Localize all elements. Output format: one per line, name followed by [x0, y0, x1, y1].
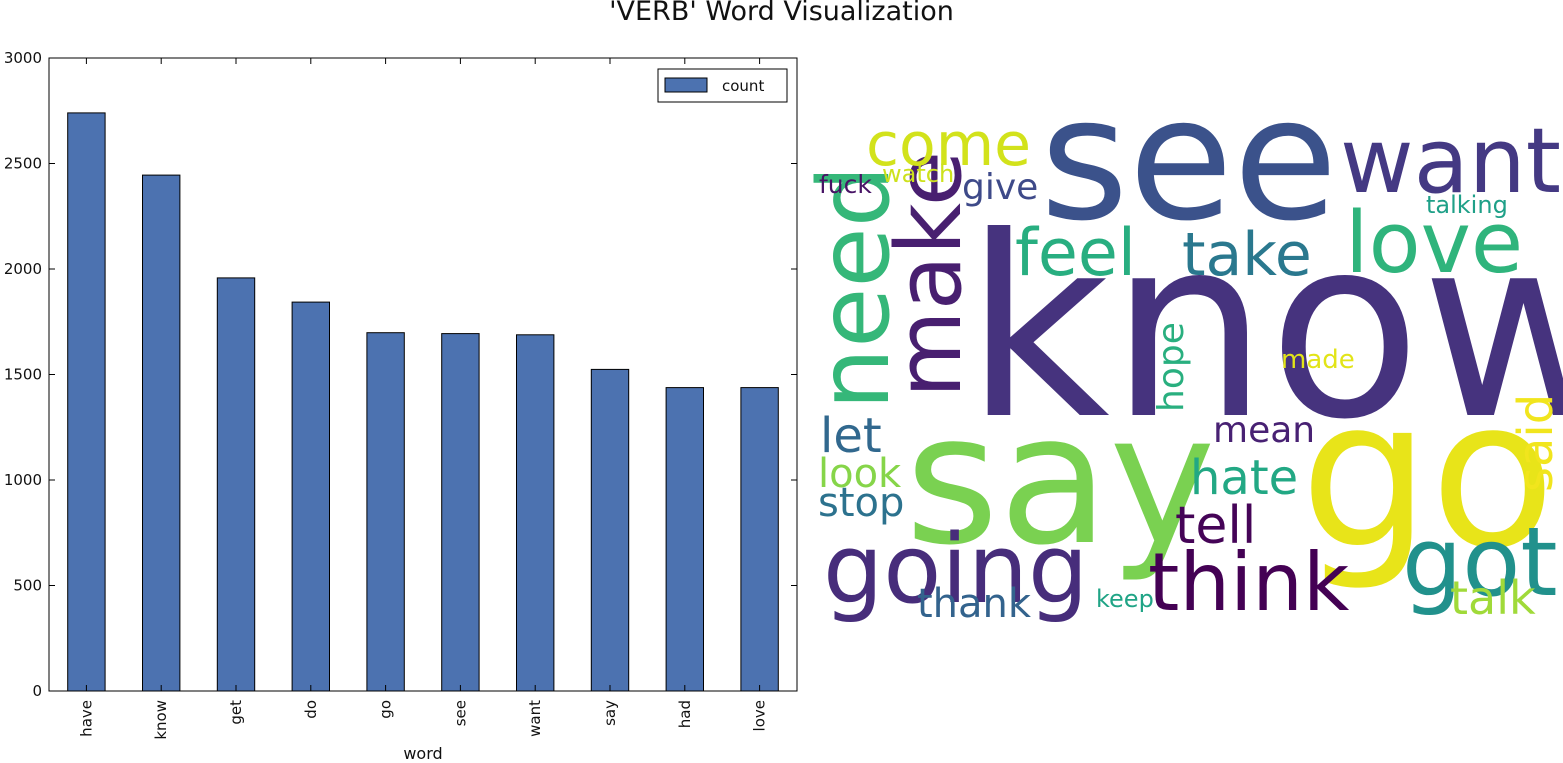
cloud-word-tell: tell	[1175, 496, 1256, 556]
cloud-word-come: come	[866, 110, 1031, 180]
cloud-word-mean: mean	[1213, 410, 1315, 451]
y-tick-label: 2500	[4, 155, 42, 173]
cloud-word-talking: talking	[1426, 191, 1508, 219]
legend-label-count: count	[722, 77, 764, 95]
cloud-word-think: think	[1148, 536, 1350, 629]
cloud-word-see: see	[1040, 61, 1338, 259]
bar-say	[590, 368, 630, 692]
y-tick-label: 0	[32, 682, 42, 700]
x-tick-label-had: had	[676, 700, 694, 728]
cloud-word-keep: keep	[1096, 585, 1154, 613]
x-tick-label-say: say	[601, 700, 619, 726]
bar-get	[216, 277, 256, 692]
legend-swatch	[664, 77, 708, 93]
bar-love	[740, 387, 779, 692]
x-tick-label-do: do	[302, 700, 320, 719]
y-tick-label: 1500	[4, 366, 42, 384]
bar-want	[516, 334, 555, 692]
cloud-word-stop: stop	[818, 480, 904, 526]
cloud-word-let: let	[820, 408, 882, 464]
cloud-word-go: go	[1300, 356, 1556, 594]
cloud-word-talk: talk	[1450, 571, 1536, 625]
cloud-word-want: want	[1340, 109, 1561, 214]
cloud-word-got: got	[1402, 508, 1558, 618]
bar-chart: 0 500 1000 1500 2000 2500 3000 have know get do go s…	[4, 49, 798, 763]
x-tick-label-get: get	[227, 700, 245, 725]
bar-had	[665, 387, 704, 692]
cloud-word-make: make	[877, 151, 982, 398]
x-tick-label-see: see	[451, 700, 469, 726]
x-axis-label: word	[403, 744, 442, 763]
x-tick-label-love: love	[751, 700, 769, 731]
x-tick-label-know: know	[152, 700, 170, 740]
y-tick-label: 2000	[4, 260, 42, 278]
x-tick-label-go: go	[377, 700, 395, 719]
cloud-word-give: give	[962, 167, 1038, 208]
cloud-word-thank: thank	[917, 581, 1032, 627]
cloud-word-said: said	[1508, 394, 1563, 492]
cloud-word-going: going	[823, 515, 1088, 625]
cloud-word-take: take	[1182, 220, 1312, 290]
cloud-word-know: know	[965, 183, 1563, 474]
cloud-word-say: say	[905, 376, 1216, 585]
cloud-word-hope: hope	[1151, 322, 1192, 412]
figure-title: 'VERB' Word Visualization	[609, 0, 954, 27]
bar-have	[67, 112, 106, 692]
cloud-word-fuck: fuck	[819, 170, 872, 199]
y-tick-label: 3000	[4, 49, 42, 67]
cloud-word-love: love	[1345, 194, 1523, 293]
cloud-word-look: look	[818, 451, 902, 497]
cloud-word-made: made	[1281, 345, 1355, 375]
cloud-word-feel: feel	[1015, 216, 1136, 291]
cloud-word-hate: hate	[1190, 450, 1298, 506]
legend: count	[657, 68, 788, 103]
y-tick-label: 1000	[4, 471, 42, 489]
bar-know	[142, 174, 181, 692]
x-tick-label-want: want	[526, 700, 544, 737]
y-tick-label: 500	[13, 577, 42, 595]
cloud-word-need: need	[798, 165, 912, 410]
cloud-word-watch: watch	[882, 160, 954, 188]
x-tick-label-have: have	[77, 700, 95, 737]
